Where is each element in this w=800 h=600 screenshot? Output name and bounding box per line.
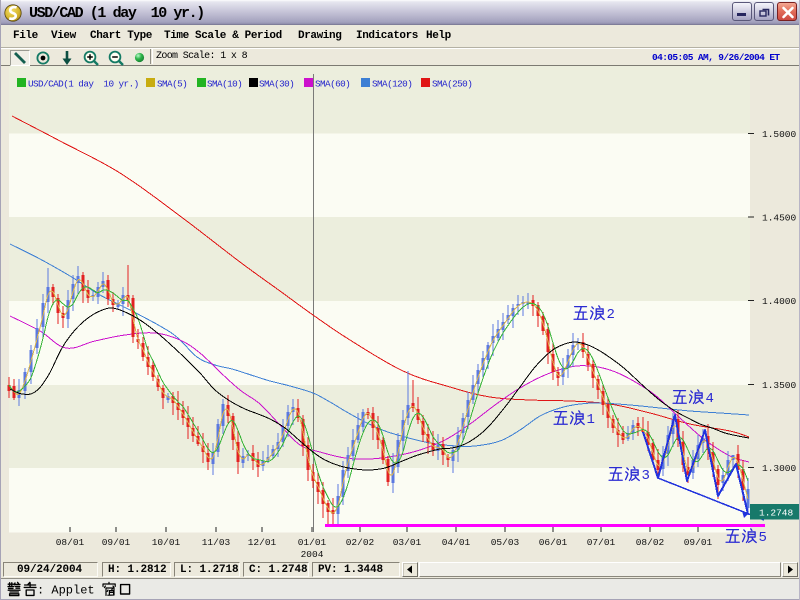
svg-text:SMA(5): SMA(5) — [157, 79, 187, 90]
svg-text:1.5000: 1.5000 — [762, 129, 797, 140]
svg-text:: Applet: : Applet — [37, 584, 95, 598]
svg-text:1.4500: 1.4500 — [762, 213, 797, 224]
svg-text:12/01: 12/01 — [248, 537, 277, 548]
svg-text:05/03: 05/03 — [491, 537, 520, 548]
svg-text:SMA(250): SMA(250) — [432, 79, 472, 90]
svg-text:1.2748: 1.2748 — [759, 508, 794, 519]
svg-text:SMA(120): SMA(120) — [372, 79, 412, 90]
svg-text:02/02: 02/02 — [346, 537, 375, 548]
svg-text:4: 4 — [706, 391, 714, 407]
svg-text:10/01: 10/01 — [152, 537, 181, 548]
svg-text:1.3500: 1.3500 — [762, 380, 797, 391]
svg-text:08/01: 08/01 — [56, 537, 85, 548]
svg-text:07/01: 07/01 — [587, 537, 616, 548]
svg-text:03/01: 03/01 — [393, 537, 422, 548]
svg-text:5: 5 — [759, 530, 767, 546]
svg-text:09/01: 09/01 — [102, 537, 131, 548]
svg-text:SMA(30): SMA(30) — [259, 79, 294, 90]
svg-text:2004: 2004 — [301, 549, 324, 560]
svg-text:09/01: 09/01 — [684, 537, 713, 548]
svg-text:06/01: 06/01 — [539, 537, 568, 548]
svg-text:1.3000: 1.3000 — [762, 463, 797, 474]
svg-text:1.4000: 1.4000 — [762, 296, 797, 307]
svg-text:SMA(60): SMA(60) — [315, 79, 350, 90]
svg-text:SMA(10): SMA(10) — [207, 79, 242, 90]
svg-text:1: 1 — [587, 412, 595, 428]
svg-text:01/01: 01/01 — [298, 537, 327, 548]
svg-text:USD/CAD(1 day 10 yr.): USD/CAD(1 day 10 yr.) — [28, 79, 139, 90]
svg-text:11/03: 11/03 — [202, 537, 231, 548]
svg-text:08/02: 08/02 — [636, 537, 665, 548]
svg-text:3: 3 — [642, 468, 650, 484]
svg-text:2: 2 — [607, 307, 615, 323]
svg-text:04/01: 04/01 — [442, 537, 471, 548]
